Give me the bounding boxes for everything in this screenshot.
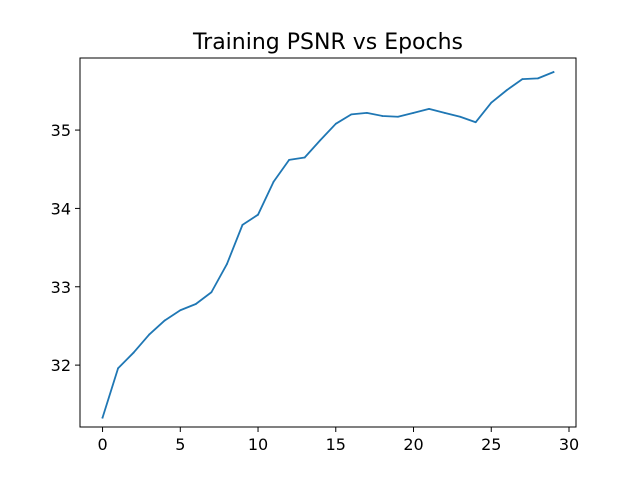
chart-title: Training PSNR vs Epochs <box>192 30 463 55</box>
y-tick-label: 32 <box>51 356 71 375</box>
y-tick-label: 33 <box>51 278 71 297</box>
x-tick-label: 25 <box>481 435 501 454</box>
series-layer <box>101 70 555 419</box>
y-tick-label: 34 <box>51 199 71 218</box>
data-point <box>505 89 508 92</box>
data-point <box>163 319 166 322</box>
data-point <box>226 263 228 265</box>
data-point <box>397 115 399 118</box>
data-point <box>303 156 306 159</box>
x-tick-label: 30 <box>559 435 579 454</box>
data-point <box>117 367 119 370</box>
data-point <box>179 309 182 312</box>
data-point <box>459 115 462 118</box>
data-point <box>443 111 446 114</box>
x-axis: 0 5 10 15 20 25 30 <box>97 427 579 454</box>
data-point <box>288 158 291 161</box>
x-tick-label: 0 <box>97 435 107 454</box>
data-point <box>521 78 524 81</box>
data-point <box>241 223 244 226</box>
x-tick-label: 15 <box>326 435 346 454</box>
series-line <box>101 70 555 419</box>
data-point <box>257 213 259 216</box>
y-axis: 32 33 34 35 <box>51 121 80 375</box>
x-tick-label: 10 <box>248 435 268 454</box>
x-tick-label: 20 <box>403 435 423 454</box>
data-point <box>272 180 275 183</box>
data-point <box>148 333 151 336</box>
data-point <box>350 113 353 116</box>
data-point <box>132 351 135 354</box>
data-point <box>365 111 368 114</box>
data-point <box>381 115 384 117</box>
data-point <box>490 101 493 104</box>
plot-frame <box>79 57 577 428</box>
y-tick-label: 35 <box>51 121 71 140</box>
data-point <box>428 108 430 110</box>
data-point <box>537 77 539 80</box>
data-point <box>210 291 213 294</box>
data-point <box>552 71 555 74</box>
data-point <box>319 139 322 142</box>
x-tick-label: 5 <box>175 435 185 454</box>
data-point <box>412 111 415 114</box>
data-point <box>474 121 477 124</box>
data-point <box>334 122 337 125</box>
data-point <box>194 303 197 305</box>
data-point <box>101 416 104 419</box>
